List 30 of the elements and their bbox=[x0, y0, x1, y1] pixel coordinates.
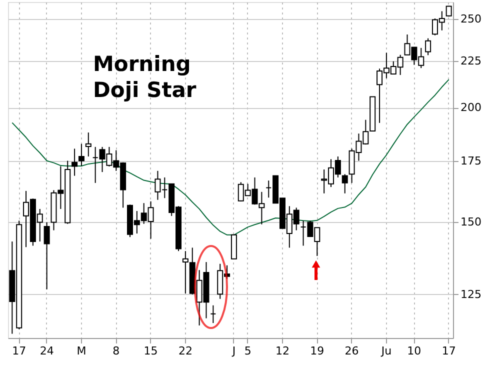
candlestick bbox=[44, 222, 50, 290]
x-tick-label: J bbox=[231, 344, 236, 358]
candlestick bbox=[78, 143, 84, 166]
x-tick-label: 24 bbox=[40, 344, 54, 358]
candlestick bbox=[230, 234, 237, 260]
x-tick-label: 19 bbox=[310, 344, 324, 358]
candlestick bbox=[72, 148, 78, 176]
x-tick-label: 10 bbox=[407, 344, 422, 358]
y-tick-label: 175 bbox=[460, 154, 482, 168]
candlestick bbox=[210, 304, 216, 324]
y-tick-label: 125 bbox=[460, 288, 482, 301]
x-tick-label: 17 bbox=[442, 344, 456, 358]
candlestick bbox=[342, 174, 348, 194]
y-tick-label: 225 bbox=[460, 54, 482, 68]
x-tick-label: 5 bbox=[244, 344, 252, 358]
y-tick-label: 200 bbox=[460, 101, 482, 114]
x-tick-label: 15 bbox=[144, 344, 158, 358]
x-tick-label: Ju bbox=[380, 344, 392, 358]
candlestick bbox=[85, 132, 92, 157]
y-tick-label: 250 bbox=[460, 12, 482, 26]
x-tick-label: 12 bbox=[275, 344, 290, 358]
x-tick-label: 8 bbox=[112, 344, 120, 358]
candlestick bbox=[425, 38, 432, 56]
line-series bbox=[12, 79, 450, 236]
x-tick-label: 26 bbox=[344, 344, 359, 358]
x-tick-label: 17 bbox=[12, 344, 26, 358]
x-tick-label: M bbox=[76, 344, 86, 358]
y-tick-label: 150 bbox=[460, 215, 482, 228]
annotation: Morning Doji Star bbox=[93, 52, 197, 102]
x-tick-label: 22 bbox=[178, 344, 192, 358]
